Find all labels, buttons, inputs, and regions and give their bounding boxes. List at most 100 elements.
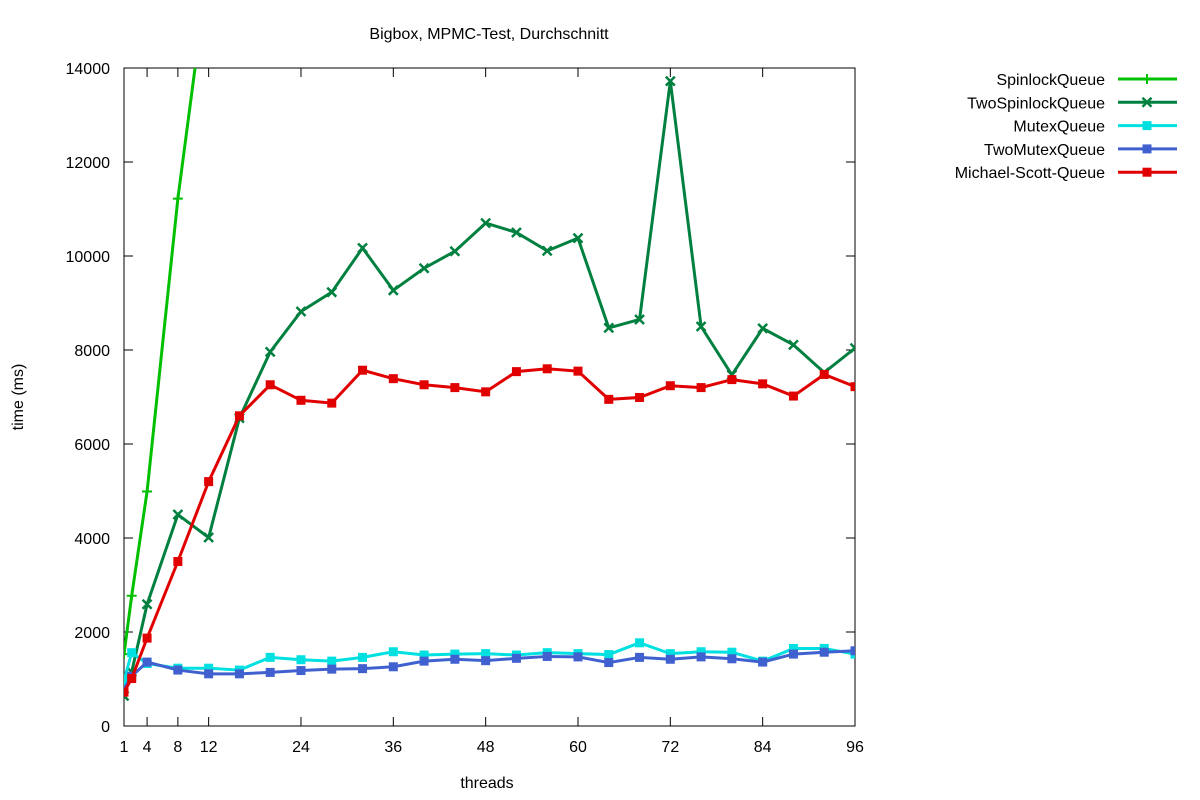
data-point-michael-scott-queue xyxy=(573,366,583,376)
x-tick-label: 60 xyxy=(569,739,587,756)
x-tick-label: 48 xyxy=(477,739,495,756)
data-point-twospinlockqueue xyxy=(264,346,276,358)
data-point-twospinlockqueue xyxy=(603,322,615,334)
data-point-michael-scott-queue xyxy=(450,383,460,393)
data-point-michael-scott-queue xyxy=(481,387,491,397)
legend-label: MutexQueue xyxy=(1013,119,1105,136)
data-point-twomutexqueue xyxy=(819,647,829,657)
y-axis: 0 2000 4000 6000 8000 10000 12000 14000 xyxy=(66,61,855,736)
legend-label: Michael-Scott-Queue xyxy=(955,165,1105,182)
data-point-twomutexqueue xyxy=(635,652,645,662)
series-line-michael-scott-queue xyxy=(124,367,855,693)
data-point-twomutexqueue xyxy=(696,652,706,662)
legend-entry-spinlockqueue: SpinlockQueue xyxy=(996,72,1177,89)
data-point-twospinlockqueue xyxy=(449,245,461,257)
data-point-michael-scott-queue xyxy=(327,398,337,408)
x-axis: 1 4 8 12 24 36 48 60 72 84 96 xyxy=(120,68,864,756)
data-point-twomutexqueue xyxy=(388,662,398,672)
legend-marker xyxy=(1142,167,1152,177)
series-line-twospinlockqueue xyxy=(124,80,855,697)
data-point-mutexqueue xyxy=(696,647,706,657)
data-point-michael-scott-queue xyxy=(758,379,768,389)
series-michael-scott-queue xyxy=(124,364,855,697)
data-point-mutexqueue xyxy=(124,675,129,685)
legend-marker xyxy=(1142,74,1152,84)
data-point-twospinlockqueue xyxy=(572,232,584,244)
data-point-michael-scott-queue xyxy=(127,674,137,684)
legend-marker xyxy=(1141,96,1153,108)
data-point-twospinlockqueue xyxy=(664,75,676,87)
data-point-twospinlockqueue xyxy=(695,321,707,332)
data-point-mutexqueue xyxy=(727,647,737,657)
data-point-michael-scott-queue xyxy=(296,395,306,405)
legend-entry-twospinlockqueue: TwoSpinlockQueue xyxy=(967,95,1177,112)
data-point-twomutexqueue xyxy=(604,658,614,668)
data-point-twomutexqueue xyxy=(419,656,429,666)
data-point-twomutexqueue xyxy=(542,651,552,661)
data-point-mutexqueue xyxy=(296,655,306,665)
data-point-twospinlockqueue xyxy=(295,306,307,317)
data-point-twomutexqueue xyxy=(788,649,798,659)
data-point-mutexqueue xyxy=(419,650,429,660)
data-point-twomutexqueue xyxy=(327,664,337,674)
data-point-twospinlockqueue xyxy=(849,342,855,354)
data-point-twospinlockqueue xyxy=(203,532,215,543)
data-point-michael-scott-queue xyxy=(358,365,368,375)
legend-entry-michael-scott-queue: Michael-Scott-Queue xyxy=(955,165,1177,182)
series-twomutexqueue xyxy=(124,646,855,694)
data-point-michael-scott-queue xyxy=(727,375,737,385)
data-point-twospinlockqueue xyxy=(480,217,492,229)
data-point-twomutexqueue xyxy=(511,653,521,663)
y-tick-label: 14000 xyxy=(66,61,111,78)
data-point-twomutexqueue xyxy=(204,669,214,679)
legend-label: TwoSpinlockQueue xyxy=(967,95,1105,112)
y-tick-label: 2000 xyxy=(74,625,110,642)
data-point-twomutexqueue xyxy=(481,656,491,666)
data-point-twomutexqueue xyxy=(450,654,460,664)
series-spinlockqueue xyxy=(124,68,197,660)
data-point-mutexqueue xyxy=(635,638,645,648)
data-point-mutexqueue xyxy=(481,649,491,659)
data-point-michael-scott-queue xyxy=(124,687,129,697)
data-point-twomutexqueue xyxy=(234,669,244,679)
data-point-michael-scott-queue xyxy=(204,477,214,487)
data-point-michael-scott-queue xyxy=(511,367,521,377)
y-tick-label: 10000 xyxy=(66,249,111,266)
x-tick-label: 72 xyxy=(661,739,679,756)
x-tick-label: 96 xyxy=(846,739,864,756)
data-point-michael-scott-queue xyxy=(850,382,855,392)
data-point-twospinlockqueue xyxy=(418,262,430,274)
chart-title: Bigbox, MPMC-Test, Durchschnitt xyxy=(369,26,609,43)
legend-marker xyxy=(1142,121,1152,131)
data-point-twospinlockqueue xyxy=(326,286,338,298)
legend-entry-twomutexqueue: TwoMutexQueue xyxy=(984,142,1177,159)
y-tick-label: 0 xyxy=(101,719,110,736)
x-tick-label: 8 xyxy=(173,739,182,756)
series-line-spinlockqueue xyxy=(124,68,197,655)
legend-label: TwoMutexQueue xyxy=(984,142,1105,159)
data-point-twospinlockqueue xyxy=(511,227,522,238)
data-point-mutexqueue xyxy=(204,663,214,673)
data-point-michael-scott-queue xyxy=(542,364,552,374)
plot-frame xyxy=(123,67,856,727)
data-point-mutexqueue xyxy=(265,652,275,662)
data-point-mutexqueue xyxy=(127,648,137,658)
x-tick-label: 1 xyxy=(120,739,129,756)
data-point-michael-scott-queue xyxy=(234,411,244,421)
legend-entry-mutexqueue: MutexQueue xyxy=(1013,119,1177,136)
data-point-michael-scott-queue xyxy=(142,633,152,643)
data-point-michael-scott-queue xyxy=(635,392,645,402)
data-point-twospinlockqueue xyxy=(172,509,184,520)
data-point-twomutexqueue xyxy=(296,666,306,676)
data-point-michael-scott-queue xyxy=(173,557,183,566)
data-point-twospinlockqueue xyxy=(387,284,399,296)
data-point-twospinlockqueue xyxy=(757,322,769,334)
series-layer xyxy=(124,68,855,702)
data-point-michael-scott-queue xyxy=(788,391,798,401)
x-tick-label: 24 xyxy=(292,739,310,756)
data-point-michael-scott-queue xyxy=(388,374,398,384)
data-point-spinlockqueue xyxy=(142,486,153,497)
x-tick-label: 36 xyxy=(384,739,402,756)
legend: SpinlockQueue TwoSpinlockQueue MutexQueue T… xyxy=(955,72,1177,182)
data-point-mutexqueue xyxy=(604,650,614,660)
